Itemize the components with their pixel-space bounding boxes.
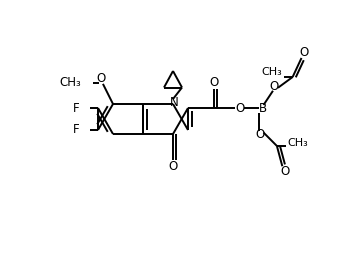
Text: B: B xyxy=(258,102,266,115)
Text: O: O xyxy=(96,72,106,85)
Text: N: N xyxy=(170,97,178,110)
Text: O: O xyxy=(235,102,244,115)
Text: CH₃: CH₃ xyxy=(287,138,308,148)
Text: O: O xyxy=(269,80,279,93)
Text: F: F xyxy=(73,102,80,115)
Text: F: F xyxy=(73,123,80,136)
Text: CH₃: CH₃ xyxy=(59,76,81,89)
Text: O: O xyxy=(300,47,309,60)
Text: O: O xyxy=(281,165,290,178)
Text: O: O xyxy=(255,128,264,141)
Text: O: O xyxy=(168,160,178,173)
Text: CH₃: CH₃ xyxy=(261,67,282,77)
Text: O: O xyxy=(209,76,218,89)
